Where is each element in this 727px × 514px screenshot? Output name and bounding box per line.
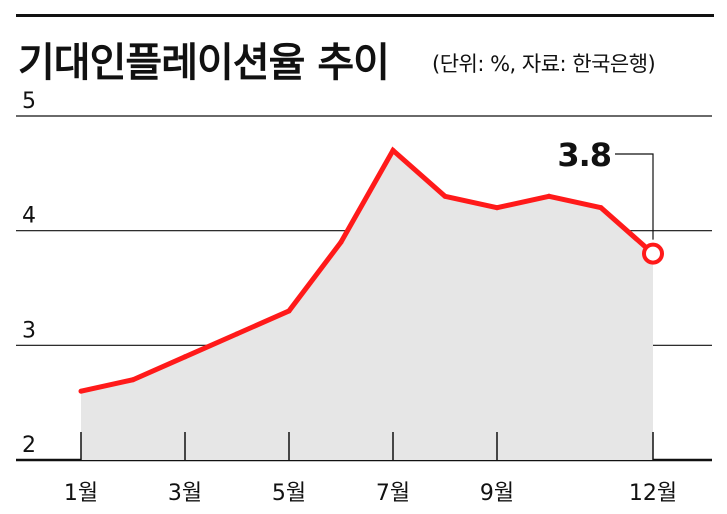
data-point-6	[338, 239, 344, 245]
data-point-2	[130, 377, 136, 383]
y-tick-label-4: 4	[22, 204, 36, 229]
x-tick-label-12: 12월	[629, 481, 677, 506]
x-tick-label-5: 5월	[272, 481, 306, 506]
data-point-4	[234, 331, 240, 337]
data-point-9	[494, 205, 500, 211]
data-point-8	[442, 193, 448, 199]
y-tick-label-2: 2	[22, 433, 36, 458]
series-line-path	[80, 146, 655, 394]
x-tick-label-7: 7월	[376, 481, 410, 506]
chart-subtitle: (단위: %, 자료: 한국은행)	[432, 52, 656, 76]
y-tick-labels: 2 3 4 5	[22, 89, 36, 458]
y-tick-label-5: 5	[22, 89, 36, 114]
data-point-5	[286, 308, 292, 314]
data-point-11	[598, 205, 604, 211]
data-point-7	[390, 147, 396, 153]
annotation-leader	[615, 153, 654, 240]
data-point-1	[78, 388, 84, 394]
data-point-10	[546, 193, 552, 199]
month-gridlines	[80, 432, 654, 460]
area-fill	[81, 150, 653, 460]
x-tick-label-1: 1월	[64, 481, 98, 506]
y-tick-label-3: 3	[22, 318, 36, 343]
annotation-value-label: 3.8	[557, 136, 611, 174]
data-point-3	[182, 354, 188, 360]
x-tick-label-3: 3월	[168, 481, 202, 506]
area-shape	[81, 150, 653, 460]
top-rule	[16, 14, 714, 17]
last-point-marker	[642, 242, 664, 265]
annotation: 3.8	[557, 136, 664, 265]
chart-title: 기대인플레이션율 추이	[18, 40, 390, 86]
x-tick-labels: 1월 3월 5월 7월 9월 12월	[64, 481, 677, 506]
x-tick-label-9: 9월	[480, 481, 514, 506]
